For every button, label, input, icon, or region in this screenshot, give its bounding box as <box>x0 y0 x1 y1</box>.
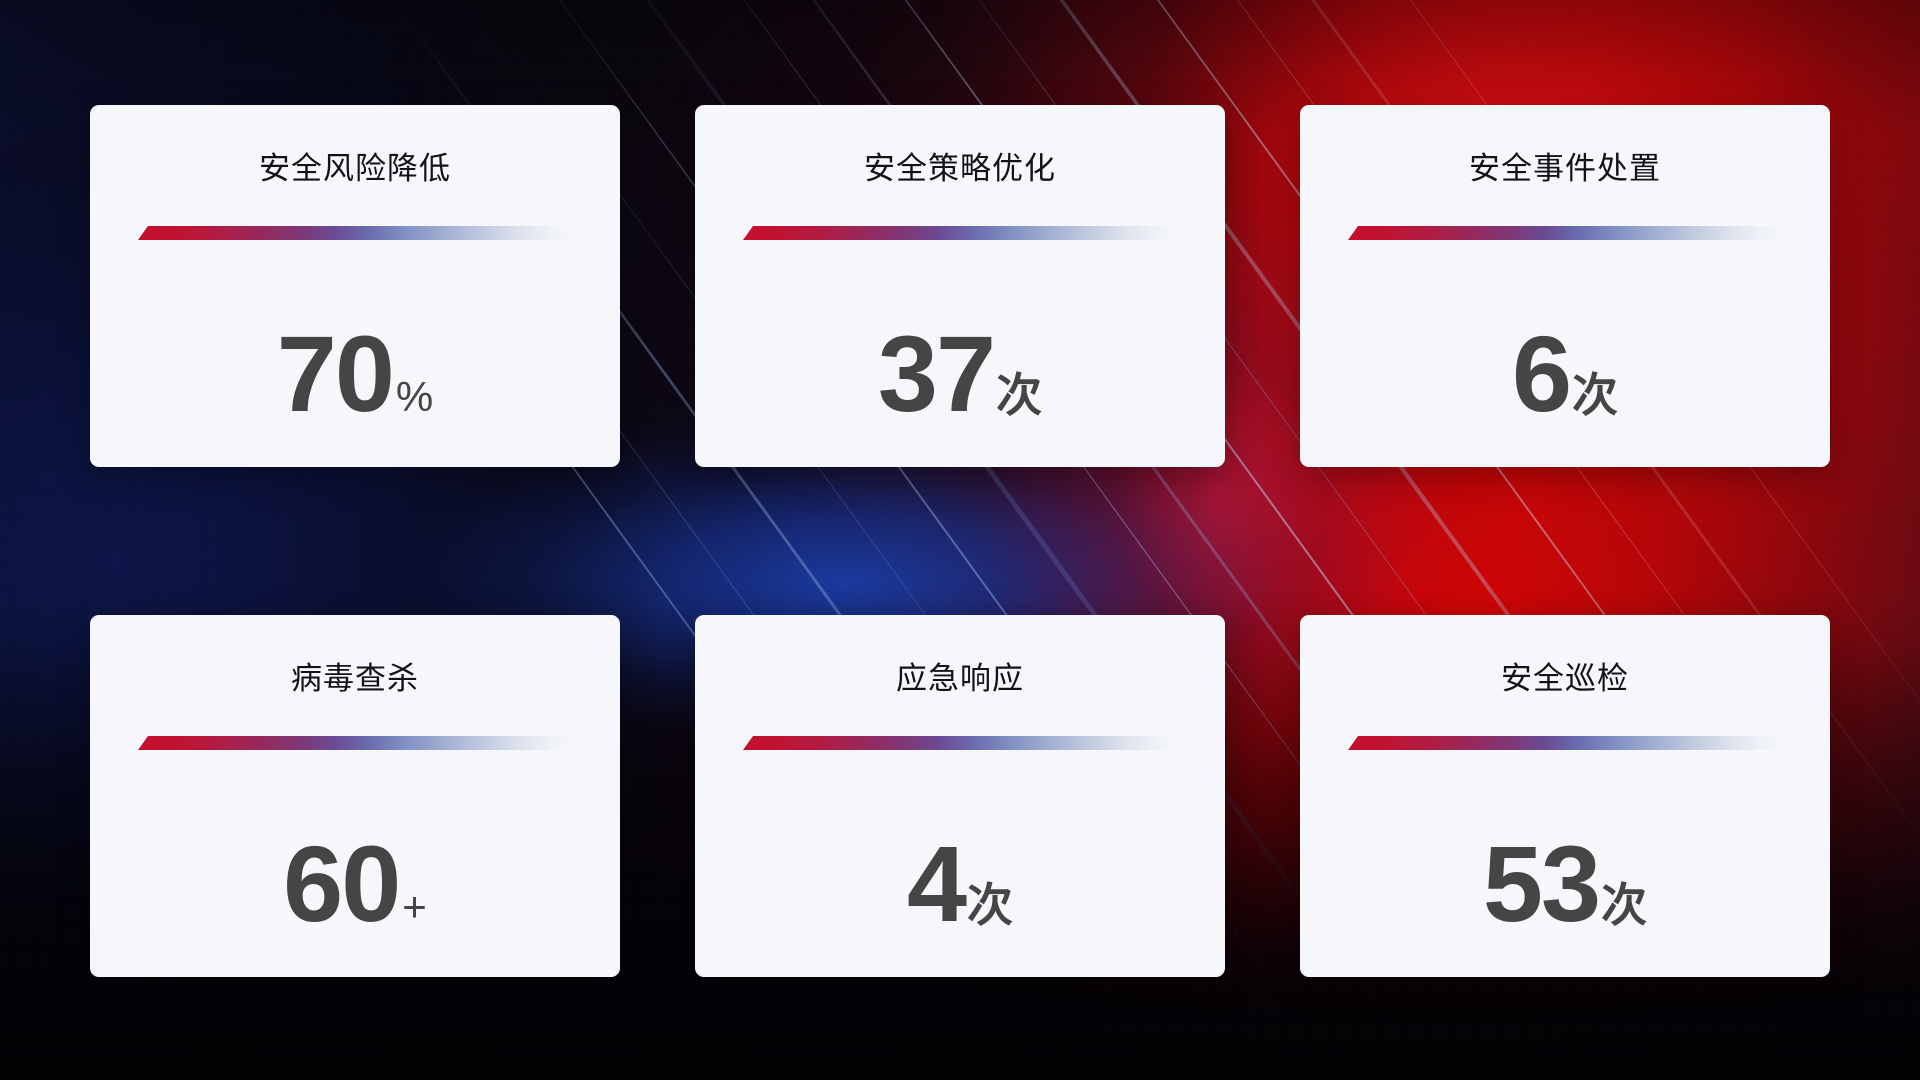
gradient-rule <box>1348 736 1782 750</box>
metric-unit: 次 <box>967 878 1014 931</box>
metric-unit: + <box>402 882 427 930</box>
metric-card-divider <box>138 736 572 750</box>
metric-value: 70 <box>276 312 395 434</box>
metric-card-divider <box>743 226 1177 240</box>
metric-card[interactable]: 病毒查杀 60 + <box>90 615 620 977</box>
metric-card[interactable]: 安全事件处置 6 次 <box>1300 105 1830 467</box>
metric-card[interactable]: 安全策略优化 37 次 <box>695 105 1225 467</box>
metric-card-divider <box>743 736 1177 750</box>
gradient-rule <box>743 736 1177 750</box>
metric-card[interactable]: 应急响应 4 次 <box>695 615 1225 977</box>
metric-value: 53 <box>1482 822 1601 944</box>
metric-value-group: 37 次 <box>877 312 1043 434</box>
metric-value-group: 70% <box>276 312 434 434</box>
metric-unit: 次 <box>1572 368 1619 421</box>
metric-card[interactable]: 安全巡检 53 次 <box>1300 615 1830 977</box>
metric-unit: 次 <box>996 368 1043 421</box>
metric-value: 6 <box>1511 312 1572 434</box>
metric-card-divider <box>138 226 572 240</box>
metric-card-title: 安全巡检 <box>1501 661 1629 696</box>
metric-card-title: 病毒查杀 <box>291 661 419 696</box>
metric-unit: 次 <box>1601 878 1648 931</box>
metric-card-title: 安全事件处置 <box>1469 151 1661 186</box>
metric-card-title: 应急响应 <box>896 661 1024 696</box>
metric-card-title: 安全风险降低 <box>259 151 451 186</box>
metric-value: 37 <box>877 312 996 434</box>
metric-value-group: 60 + <box>283 822 427 944</box>
gradient-rule <box>138 736 572 750</box>
metric-card[interactable]: 安全风险降低 70% <box>90 105 620 467</box>
metric-card-title: 安全策略优化 <box>864 151 1056 186</box>
metric-value-group: 53 次 <box>1482 822 1648 944</box>
gradient-rule <box>138 226 572 240</box>
metric-unit: % <box>395 372 434 420</box>
metric-value: 4 <box>906 822 967 944</box>
metric-value: 60 <box>283 822 401 944</box>
metric-card-grid: 安全风险降低 70% 安全策略优化 37 次安全事件处置 6 次病毒查杀 60 + 应急响应 4 次安… <box>90 105 1830 977</box>
gradient-rule <box>743 226 1177 240</box>
gradient-rule <box>1348 226 1782 240</box>
metric-card-divider <box>1348 226 1782 240</box>
metric-card-divider <box>1348 736 1782 750</box>
